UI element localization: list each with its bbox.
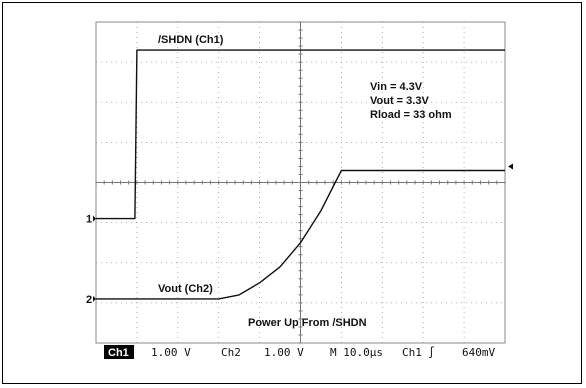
- channel-marker-label: 2: [86, 294, 92, 306]
- figure-frame: [2, 2, 582, 384]
- channel-marker-arrow-icon: [93, 295, 96, 302]
- trigger-source: Ch1: [402, 346, 422, 359]
- trigger-slope-icon: ∫: [428, 346, 435, 359]
- grid: [95, 21, 506, 344]
- channel-markers: 12: [86, 163, 513, 306]
- timebase: M 10.0µs: [330, 346, 383, 359]
- ch1-tag: Ch1: [108, 347, 129, 359]
- channel-marker-arrow-icon: [93, 215, 96, 222]
- channel-marker-label: 1: [86, 214, 92, 226]
- trigger-level-arrow-icon: [508, 163, 513, 170]
- ch1-tag-box: [104, 345, 134, 359]
- series-line-shdn: [96, 49, 505, 220]
- ch1-scale: 1.00 V: [151, 346, 191, 359]
- ch2-tag: Ch2: [221, 346, 241, 359]
- annotation-rload: Rload = 33 ohm: [370, 109, 452, 121]
- annotation-vout: Vout = 3.3V: [370, 95, 429, 107]
- series-line-vout: [96, 169, 505, 300]
- chart-title: Power Up From /SHDN: [248, 317, 367, 329]
- annotation-vin: Vin = 4.3V: [370, 81, 423, 93]
- ch2-scale: 1.00 V: [264, 346, 304, 359]
- traces: [96, 49, 505, 300]
- series-label-vout: Vout (Ch2): [158, 283, 213, 295]
- series-label-shdn: /SHDN (Ch1): [158, 34, 224, 46]
- trigger-level: 640mV: [462, 346, 495, 359]
